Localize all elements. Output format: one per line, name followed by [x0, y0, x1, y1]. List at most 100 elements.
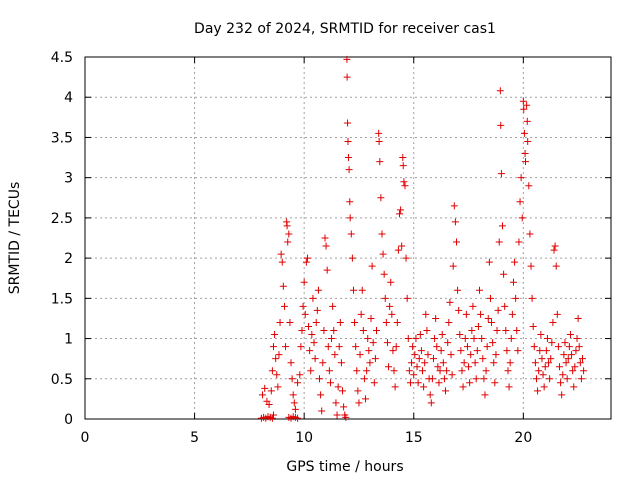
- ticks: 0 0.5 1 1.5 2 2.5 3 3.5 4 4.5 0 5 10 15 20: [51, 50, 611, 446]
- data-point: [560, 351, 568, 359]
- data-point: [497, 170, 505, 178]
- data-point: [362, 395, 370, 403]
- data-point: [381, 294, 389, 302]
- data-point: [450, 202, 458, 210]
- data-point: [376, 158, 384, 166]
- data-point: [265, 401, 273, 409]
- data-point: [271, 331, 279, 339]
- data-point: [332, 399, 340, 407]
- data-point: [396, 210, 404, 218]
- data-point: [504, 367, 512, 375]
- data-point: [431, 335, 439, 343]
- data-point: [337, 359, 345, 367]
- data-point: [421, 359, 429, 367]
- data-point: [424, 351, 432, 359]
- data-point: [400, 178, 408, 186]
- data-point: [261, 384, 269, 392]
- data-point: [546, 375, 554, 383]
- data-point: [513, 327, 521, 335]
- data-point: [346, 214, 354, 222]
- data-point: [405, 367, 413, 375]
- data-point: [314, 286, 322, 294]
- data-point: [485, 258, 493, 266]
- data-point: [385, 363, 393, 371]
- data-point: [409, 343, 417, 351]
- data-point: [436, 367, 444, 375]
- data-point: [577, 375, 585, 383]
- data-point: [370, 379, 378, 387]
- data-point: [469, 302, 477, 310]
- data-point: [444, 339, 452, 347]
- data-point: [478, 335, 486, 343]
- data-point: [316, 375, 324, 383]
- data-point: [291, 405, 299, 413]
- data-point: [303, 254, 311, 262]
- data-point: [356, 351, 364, 359]
- x-tick-label: 10: [295, 430, 313, 446]
- data-point: [402, 254, 410, 262]
- data-point: [345, 166, 353, 174]
- data-point: [410, 371, 418, 379]
- data-point: [481, 391, 489, 399]
- data-point: [394, 246, 402, 254]
- data-point: [511, 258, 519, 266]
- data-point: [392, 343, 400, 351]
- data-point: [455, 306, 463, 314]
- y-tick-label: 3.5: [51, 130, 73, 146]
- data-point: [342, 413, 350, 421]
- data-point: [562, 359, 570, 367]
- data-point: [372, 327, 380, 335]
- data-point: [317, 391, 325, 399]
- x-tick-label: 0: [81, 430, 90, 446]
- data-point: [287, 359, 295, 367]
- data-point: [488, 318, 496, 326]
- data-point: [344, 154, 352, 162]
- y-tick-label: 2: [64, 251, 73, 267]
- data-point: [365, 347, 373, 355]
- data-point: [543, 335, 551, 343]
- data-point: [458, 367, 466, 375]
- data-point: [302, 258, 310, 266]
- data-point: [414, 379, 422, 387]
- x-axis-label: GPS time / hours: [286, 459, 403, 475]
- data-point: [368, 262, 376, 270]
- data-point: [502, 327, 510, 335]
- data-point: [554, 343, 562, 351]
- data-point: [523, 117, 531, 125]
- data-point: [305, 322, 313, 330]
- data-point: [308, 331, 316, 339]
- data-point: [537, 331, 545, 339]
- data-point: [371, 355, 379, 363]
- data-point: [480, 375, 488, 383]
- data-point: [364, 335, 372, 343]
- data-point: [505, 383, 513, 391]
- data-point: [509, 278, 517, 286]
- data-point: [296, 371, 304, 379]
- data-point: [463, 343, 471, 351]
- data-point: [307, 367, 315, 375]
- data-point: [477, 310, 485, 318]
- data-point: [442, 387, 450, 395]
- data-point: [520, 129, 528, 137]
- data-point: [336, 318, 344, 326]
- data-point: [360, 375, 368, 383]
- data-point: [321, 234, 329, 242]
- data-point: [451, 218, 459, 226]
- data-point: [375, 137, 383, 145]
- data-point: [353, 367, 361, 375]
- data-point: [330, 327, 338, 335]
- data-point: [482, 367, 490, 375]
- y-tick-label: 4.5: [51, 50, 73, 66]
- data-point: [334, 383, 342, 391]
- data-point: [299, 302, 307, 310]
- data-point: [318, 407, 326, 415]
- data-point: [411, 351, 419, 359]
- data-point: [382, 318, 390, 326]
- data-point: [508, 310, 516, 318]
- data-point: [413, 363, 421, 371]
- data-point: [449, 262, 457, 270]
- data-point: [573, 335, 581, 343]
- data-point: [343, 55, 351, 63]
- data-point: [550, 246, 558, 254]
- data-point: [523, 101, 531, 109]
